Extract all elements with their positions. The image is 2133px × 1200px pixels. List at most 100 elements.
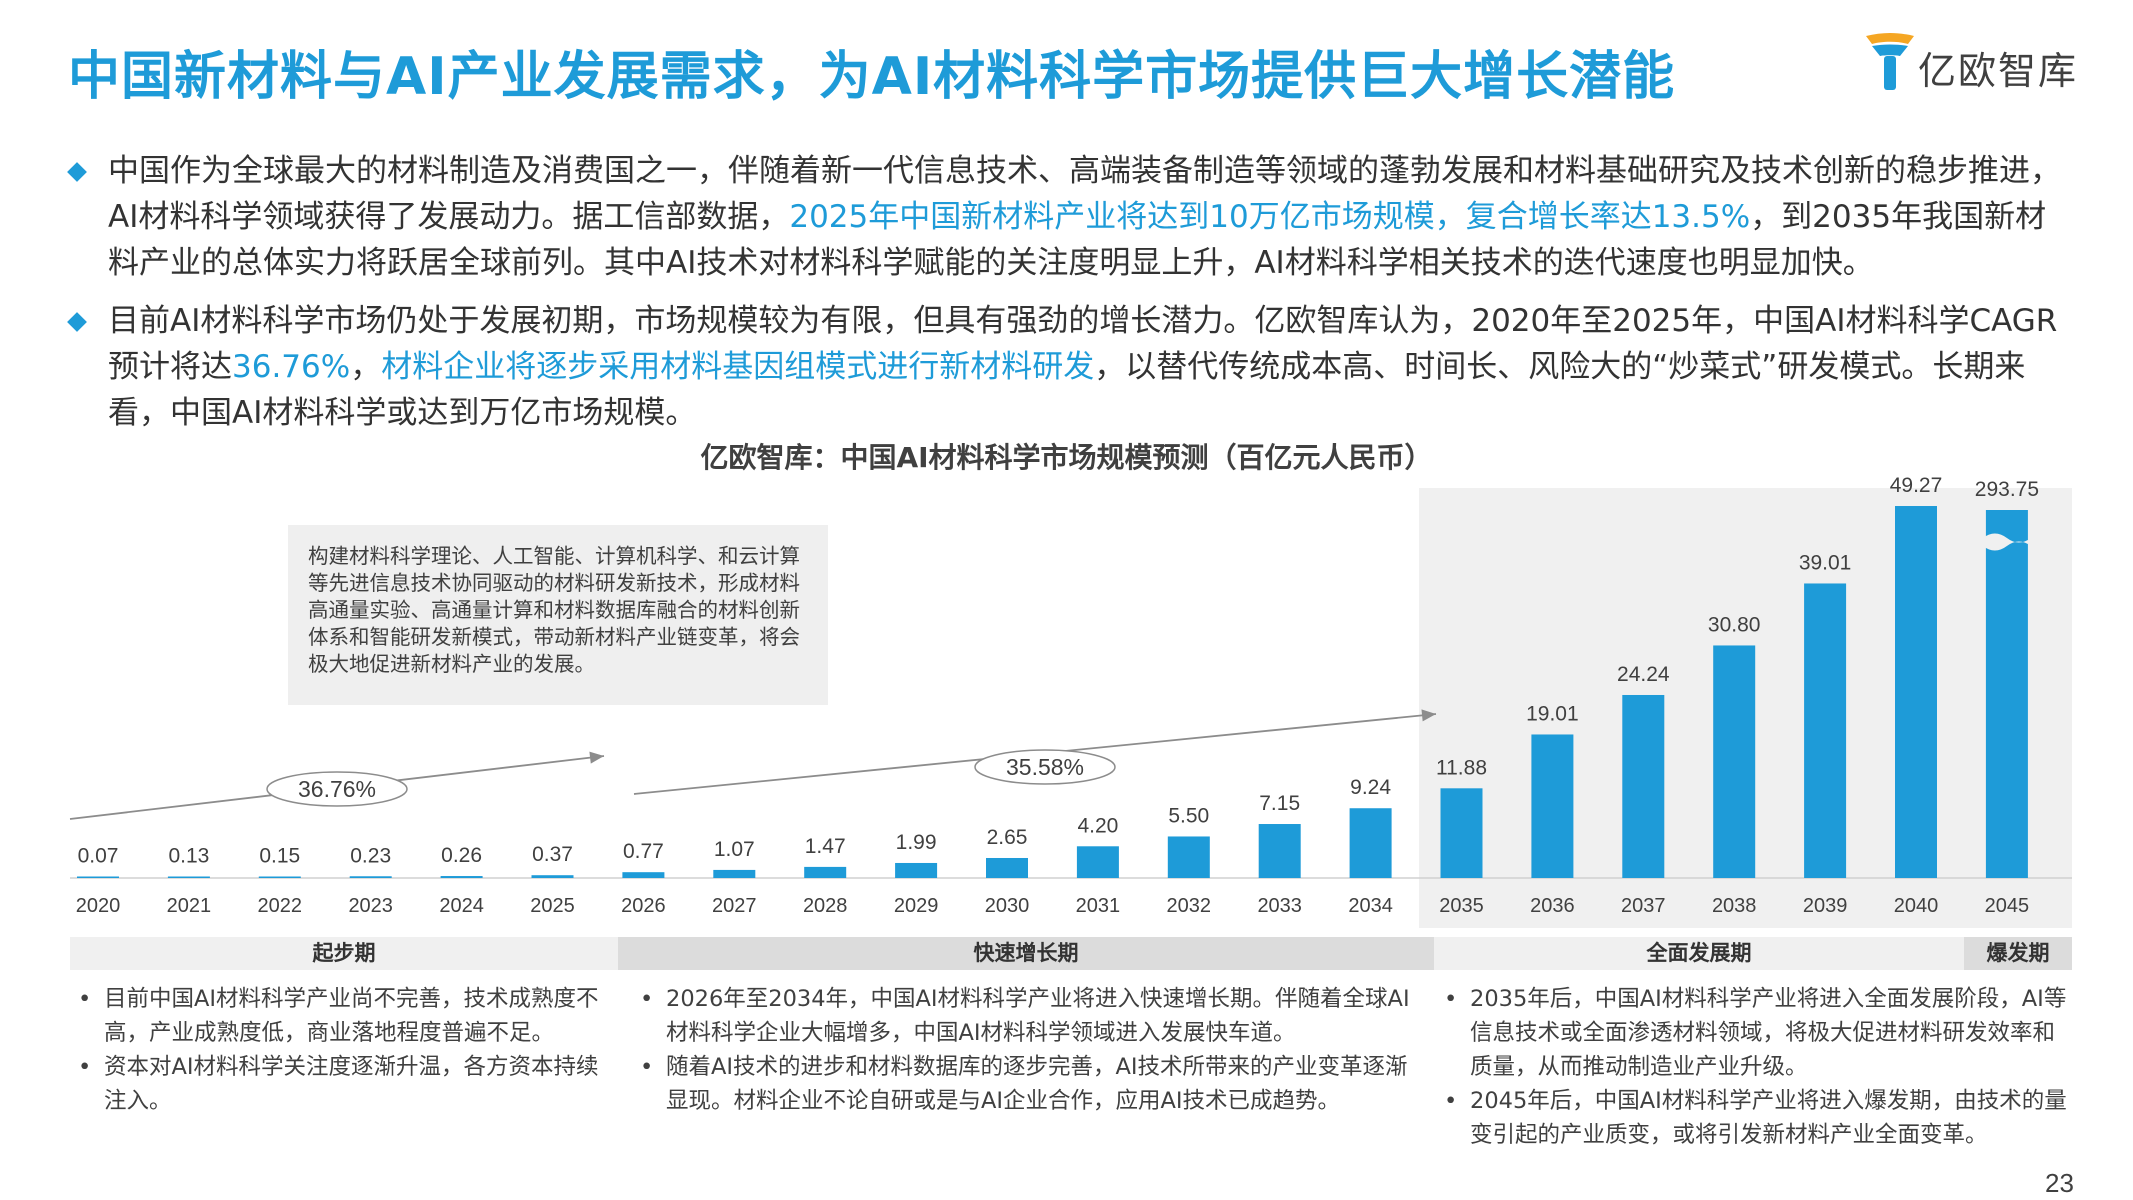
bar-value-2026: 0.77 (623, 840, 664, 863)
x-tick-2030: 2030 (985, 895, 1030, 917)
notes-full-development: 2035年后，中国AI材料科学产业将进入全面发展阶段，AI等信息技术或全面渗透材… (1436, 982, 2076, 1152)
growth-arrow-2-head-icon (1421, 709, 1436, 722)
bar-2021 (167, 876, 210, 878)
bar-2029 (895, 862, 938, 878)
x-tick-2024: 2024 (439, 895, 484, 917)
paragraph-2-highlight-cagr: 36.76% (232, 349, 351, 385)
bar-2045 (1985, 510, 2028, 878)
bar-2037 (1622, 694, 1665, 878)
note-item: 资本对AI材料科学关注度逐渐升温，各方资本持续注入。 (70, 1050, 610, 1118)
paragraph-1: 中国作为全球最大的材料制造及消费国之一，伴随着新一代信息技术、高端装备制造等领域… (67, 148, 2065, 288)
bar-value-2034: 9.24 (1350, 776, 1391, 799)
growth-arrow-1-head-icon (589, 751, 604, 764)
note-item: 目前中国AI材料科学产业尚不完善，技术成熟度不高，产业成熟度低，商业落地程度普遍… (70, 982, 610, 1050)
page-title: 中国新材料与AI产业发展需求，为AI材料科学市场提供巨大增长潜能 (68, 47, 1676, 107)
bar-value-2029: 1.99 (896, 831, 937, 854)
bar-value-2032: 5.50 (1168, 804, 1209, 827)
axis-break-icon (1982, 533, 2031, 551)
cagr-label-2-label: 35.58% (1006, 754, 1084, 780)
bar-2034 (1349, 808, 1392, 878)
x-tick-2045: 2045 (1985, 895, 2030, 917)
paragraph-2: 目前AI材料科学市场仍处于发展初期，市场规模较为有限，但具有强劲的增长潜力。亿欧… (67, 298, 2065, 438)
bar-2026 (622, 872, 665, 878)
x-tick-2028: 2028 (803, 895, 848, 917)
x-tick-2038: 2038 (1712, 895, 1757, 917)
bar-value-2022: 0.15 (259, 845, 300, 868)
x-tick-2025: 2025 (530, 895, 575, 917)
x-tick-2036: 2036 (1530, 895, 1575, 917)
bar-value-2031: 4.20 (1077, 814, 1118, 837)
callout-text: 构建材料科学理论、人工智能、计算机科学、和云计算等先进信息技术协同驱动的材料研发… (308, 544, 800, 676)
paragraph-1-text: 中国作为全球最大的材料制造及消费国之一，伴随着新一代信息技术、高端装备制造等领域… (108, 153, 2061, 235)
bar-value-2035: 11.88 (1436, 756, 1487, 779)
phase-rapid-growth: 快速增长期 (618, 937, 1434, 970)
bar-value-2040: 49.27 (1890, 474, 1943, 497)
phase-full-development: 全面发展期 (1434, 937, 1964, 970)
x-tick-2034: 2034 (1348, 895, 1393, 917)
x-tick-2040: 2040 (1894, 895, 1939, 917)
bar-2038 (1713, 645, 1756, 878)
logo-icon (1866, 33, 1914, 90)
bar-2024 (440, 876, 483, 878)
bar-value-2036: 19.01 (1526, 702, 1579, 725)
bar-2030 (986, 857, 1028, 878)
bar-2023 (349, 876, 392, 878)
bar-2028 (804, 866, 847, 878)
x-tick-2027: 2027 (712, 895, 757, 917)
notes-startup: 目前中国AI材料科学产业尚不完善，技术成熟度不高，产业成熟度低，商业落地程度普遍… (70, 982, 610, 1118)
phase-startup-label: 起步期 (312, 941, 376, 965)
logo-text: 亿欧智库 (1918, 49, 2079, 93)
x-tick-2021: 2021 (167, 895, 212, 917)
chart-title: 亿欧智库：中国AI材料科学市场规模预测（百亿元人民币） (700, 441, 1433, 474)
bar-value-2021: 0.13 (168, 845, 209, 868)
paragraph-2-text-end: ，以替代传统成本高、时间长、风险大的“炒菜式”研发模式。长期来看，中国AI材料科… (108, 349, 2026, 431)
paragraph-1-text-end: ，到2035年我国新材料产业的总体实力将跃居全球前列。其中AI技术对材料科学赋能… (108, 199, 2047, 281)
page-number: 23 (2045, 1168, 2074, 1198)
bar-value-2039: 39.01 (1799, 551, 1852, 574)
callout-box: 构建材料科学理论、人工智能、计算机科学、和云计算等先进信息技术协同驱动的材料研发… (288, 525, 828, 705)
bar-value-2045: 293.75 (1975, 478, 2039, 501)
bar-2025 (531, 875, 574, 878)
market-size-chart: 36.76% 35.58% 0.07 2020 0.13 2021 0.15 2022 0.23… (69, 474, 2072, 928)
diamond-bullet-icon (67, 312, 87, 332)
cagr-label-2 (974, 749, 1116, 785)
bar-2036 (1531, 734, 1574, 878)
cagr-label-1 (266, 771, 408, 807)
bar-value-2033: 7.15 (1259, 792, 1300, 815)
bar-value-2038: 30.80 (1708, 613, 1761, 636)
bar-2040 (1895, 506, 1937, 878)
phase-startup: 起步期 (70, 937, 618, 970)
paragraph-2-text: 目前AI材料科学市场仍处于发展初期，市场规模较为有限，但具有强劲的增长潜力。亿欧… (108, 303, 2058, 385)
bar-2033 (1258, 824, 1301, 878)
bar-value-2030: 2.65 (987, 826, 1028, 849)
bar-2027 (713, 869, 756, 878)
bar-value-2027: 1.07 (714, 838, 755, 861)
bar-2031 (1076, 846, 1119, 878)
x-tick-2029: 2029 (894, 895, 939, 917)
x-tick-2022: 2022 (258, 895, 303, 917)
phase-explosion-label: 爆发期 (1986, 941, 2050, 965)
bar-value-2023: 0.23 (350, 844, 391, 867)
phase-full-development-label: 全面发展期 (1646, 941, 1752, 965)
note-item: 2035年后，中国AI材料科学产业将进入全面发展阶段，AI等信息技术或全面渗透材… (1436, 982, 2076, 1084)
x-tick-2020: 2020 (76, 895, 121, 917)
bar-2035 (1440, 788, 1483, 878)
x-tick-2031: 2031 (1076, 895, 1121, 917)
x-tick-2037: 2037 (1621, 895, 1666, 917)
phase-explosion: 爆发期 (1964, 937, 2072, 970)
x-tick-2026: 2026 (621, 895, 666, 917)
diamond-bullet-icon (67, 162, 87, 182)
notes-rapid-growth: 2026年至2034年，中国AI材料科学产业将进入快速增长期。伴随着全球AI材料… (632, 982, 1422, 1118)
bar-2032 (1167, 836, 1210, 878)
x-tick-2023: 2023 (348, 895, 393, 917)
brand-logo: 亿欧智库 (1862, 28, 2092, 98)
note-item: 2026年至2034年，中国AI材料科学产业将进入快速增长期。伴随着全球AI材料… (632, 982, 1422, 1050)
bar-2039 (1804, 583, 1847, 878)
paragraph-2-highlight: 材料企业将逐步采用材料基因组模式进行新材料研发 (381, 349, 1095, 385)
x-tick-2032: 2032 (1167, 895, 1212, 917)
paragraph-2-separator: ， (350, 349, 382, 385)
note-item: 随着AI技术的进步和材料数据库的逐步完善，AI技术所带来的产业变革逐渐显现。材料… (632, 1050, 1422, 1118)
bar-value-2025: 0.37 (532, 843, 573, 866)
bar-value-2020: 0.07 (78, 845, 119, 868)
x-tick-2035: 2035 (1439, 895, 1484, 917)
